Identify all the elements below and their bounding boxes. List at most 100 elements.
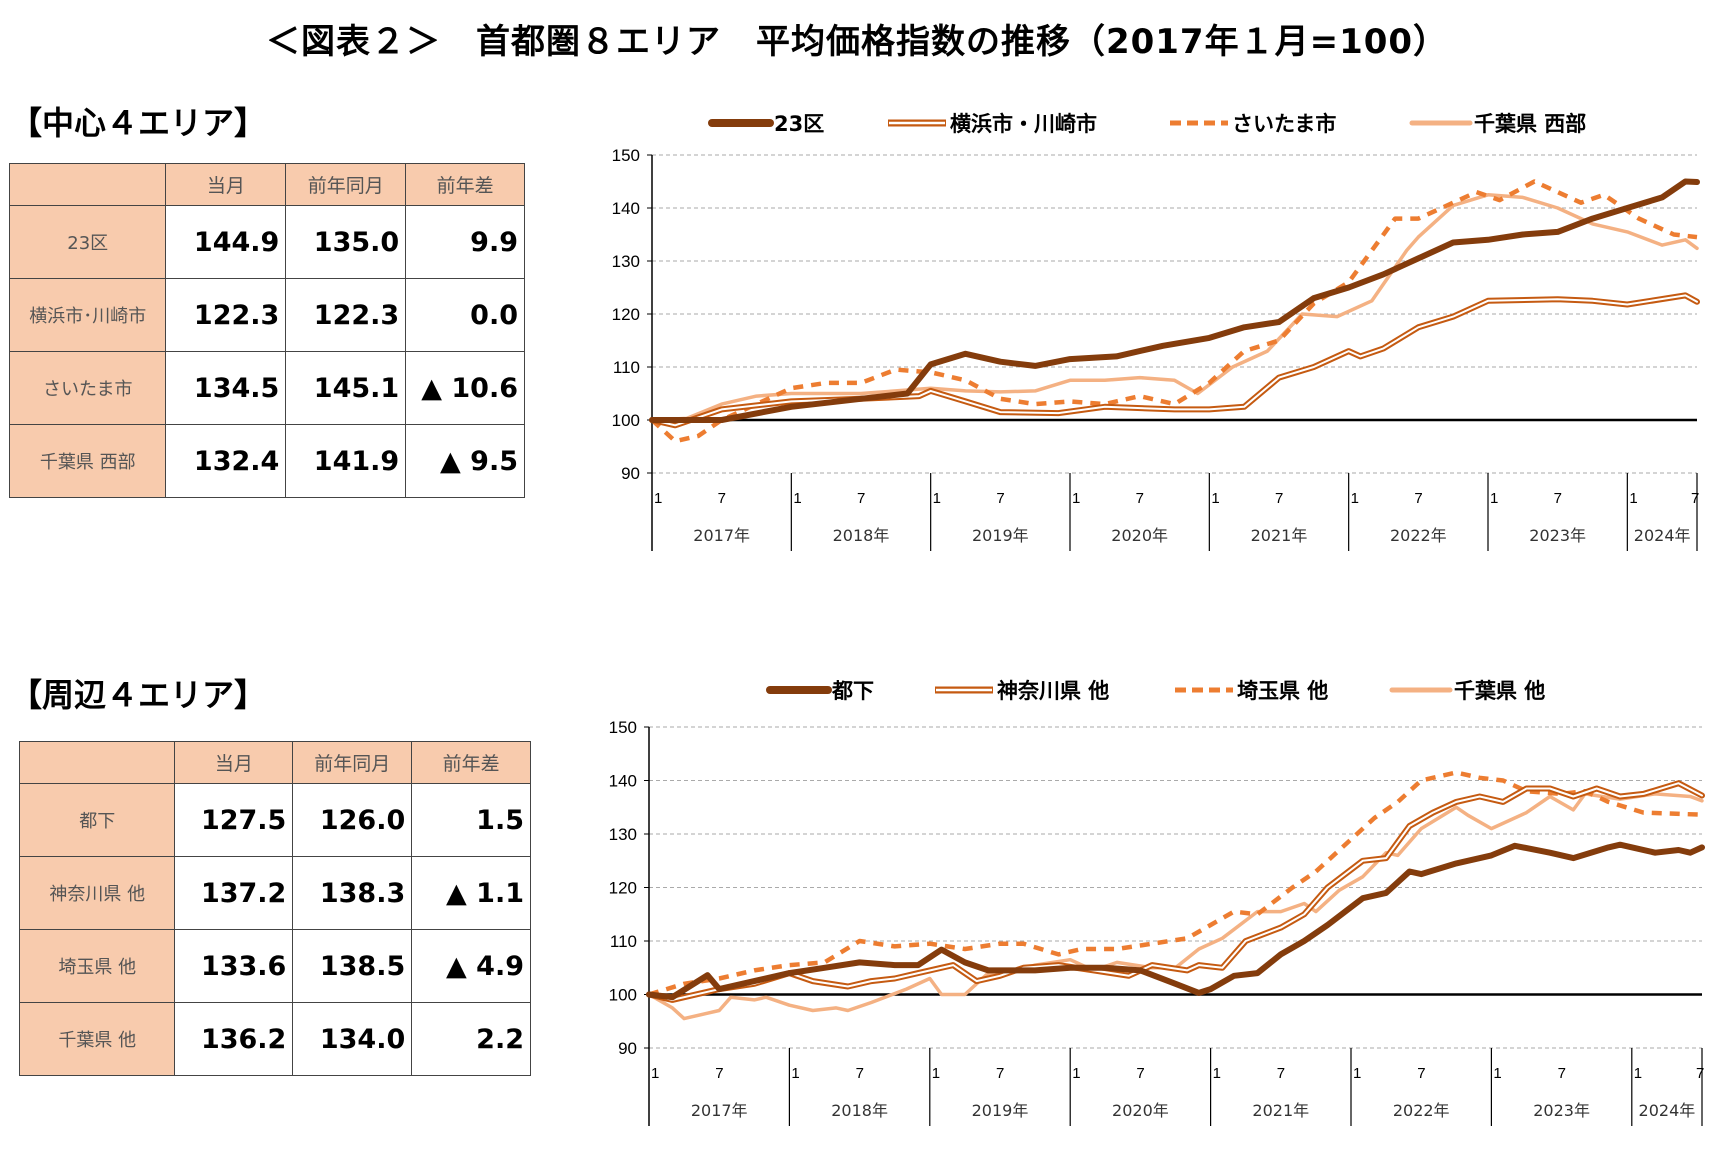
month-tick-label: 7 bbox=[1136, 490, 1144, 507]
month-tick-label: 1 bbox=[932, 1065, 940, 1082]
month-tick-label: 1 bbox=[1072, 1065, 1080, 1082]
diff-value: 0.0 bbox=[405, 278, 525, 352]
y-tick-label: 100 bbox=[609, 986, 637, 1005]
month-tick-label: 7 bbox=[1558, 1065, 1566, 1082]
series-line-埼玉県 他 bbox=[648, 770, 1703, 997]
diff-value: 2.2 bbox=[411, 1002, 531, 1076]
table-row: 都下 127.5 126.0 1.5 bbox=[18, 783, 531, 857]
current-value: 144.9 bbox=[165, 205, 287, 279]
year-label: 2018年 bbox=[833, 526, 890, 545]
year-label: 2019年 bbox=[972, 1101, 1029, 1120]
row-label: 横浜市･川崎市 bbox=[8, 278, 167, 352]
series-line-神奈川県 他-inner bbox=[648, 782, 1703, 1001]
year-label: 2024年 bbox=[1639, 1101, 1696, 1120]
y-tick-label: 140 bbox=[612, 199, 640, 218]
current-value: 132.4 bbox=[165, 424, 287, 498]
header-cell bbox=[18, 741, 176, 784]
month-tick-label: 1 bbox=[1351, 490, 1359, 507]
current-value: 127.5 bbox=[174, 783, 294, 857]
table-row: 千葉県 他 136.2 134.0 2.2 bbox=[18, 1002, 531, 1076]
legend-label: 千葉県 他 bbox=[1454, 679, 1545, 703]
y-tick-label: 140 bbox=[609, 772, 637, 791]
row-label: 神奈川県 他 bbox=[18, 856, 176, 930]
month-tick-label: 1 bbox=[1634, 1065, 1642, 1082]
y-tick-label: 110 bbox=[613, 358, 640, 377]
year-label: 2021年 bbox=[1251, 526, 1308, 545]
year-label: 2024年 bbox=[1634, 526, 1691, 545]
legend-label: 埼玉県 他 bbox=[1237, 679, 1328, 703]
month-tick-label: 7 bbox=[856, 1065, 864, 1082]
y-tick-label: 100 bbox=[612, 411, 640, 430]
month-tick-label: 1 bbox=[1493, 1065, 1501, 1082]
line-chart-0: 90 100 110 120 130 140 150 1 7 2017年 1 7 2018年 1 7 2019… bbox=[612, 112, 1700, 551]
month-tick-label: 1 bbox=[1072, 490, 1080, 507]
current-value: 136.2 bbox=[174, 1002, 294, 1076]
diff-value: ▲ 1.1 bbox=[411, 856, 531, 930]
diff-value: ▲ 10.6 bbox=[405, 351, 525, 425]
month-tick-label: 1 bbox=[1353, 1065, 1361, 1082]
header-cell bbox=[8, 163, 167, 206]
month-tick-label: 1 bbox=[1211, 490, 1219, 507]
page-title: ＜図表２＞ 首都圏８エリア 平均価格指数の推移（2017年１月=100） bbox=[265, 22, 1449, 62]
month-tick-label: 1 bbox=[1490, 490, 1498, 507]
line-chart-1: 90 100 110 120 130 140 150 1 7 2017年 1 7 2018年 1 7 2019… bbox=[609, 679, 1705, 1126]
section-title-surrounding: 【周辺４エリア】 bbox=[10, 676, 267, 714]
current-value: 122.3 bbox=[165, 278, 287, 352]
table-row: 神奈川県 他 137.2 138.3 ▲ 1.1 bbox=[18, 856, 531, 930]
month-tick-label: 7 bbox=[996, 1065, 1004, 1082]
month-tick-label: 1 bbox=[793, 490, 801, 507]
prev-year-value: 134.0 bbox=[292, 1002, 413, 1076]
month-tick-label: 7 bbox=[857, 490, 865, 507]
header-cell: 前年差 bbox=[411, 741, 531, 784]
y-tick-label: 130 bbox=[609, 825, 637, 844]
series-line-千葉県 西部 bbox=[650, 193, 1699, 422]
legend-label: さいたま市 bbox=[1232, 112, 1336, 136]
series-line-さいたま市 bbox=[650, 179, 1698, 444]
y-tick-label: 90 bbox=[621, 464, 640, 483]
year-label: 2023年 bbox=[1533, 1101, 1590, 1120]
table-row: 千葉県 西部 132.4 141.9 ▲ 9.5 bbox=[8, 424, 525, 498]
year-label: 2020年 bbox=[1111, 526, 1168, 545]
year-label: 2017年 bbox=[693, 526, 750, 545]
month-tick-label: 1 bbox=[1213, 1065, 1221, 1082]
month-tick-label: 7 bbox=[1136, 1065, 1144, 1082]
row-label: 埼玉県 他 bbox=[18, 929, 176, 1003]
table-header: 当月 前年同月 前年差 bbox=[18, 741, 531, 784]
series-line-23区 bbox=[649, 178, 1700, 423]
row-label: 千葉県 西部 bbox=[8, 424, 167, 498]
prev-year-value: 122.3 bbox=[285, 278, 407, 352]
legend-label: 横浜市・川崎市 bbox=[950, 112, 1097, 136]
prev-year-value: 141.9 bbox=[285, 424, 407, 498]
month-tick-label: 1 bbox=[654, 490, 662, 507]
table-row: 横浜市･川崎市 122.3 122.3 0.0 bbox=[8, 278, 525, 352]
diff-value: ▲ 9.5 bbox=[405, 424, 525, 498]
month-tick-label: 1 bbox=[791, 1065, 799, 1082]
table-row: 23区 144.9 135.0 9.9 bbox=[8, 205, 525, 279]
month-tick-label: 7 bbox=[1277, 1065, 1285, 1082]
y-tick-label: 120 bbox=[612, 305, 640, 324]
month-tick-label: 1 bbox=[933, 490, 941, 507]
month-tick-label: 1 bbox=[651, 1065, 659, 1082]
header-cell: 前年同月 bbox=[285, 163, 407, 206]
central-table: 当月 前年同月 前年差 23区 144.9 135.0 9.9 横浜市･川崎市 122.3 1… bbox=[8, 163, 525, 498]
prev-year-value: 135.0 bbox=[285, 205, 407, 279]
table-header: 当月 前年同月 前年差 bbox=[8, 163, 525, 206]
year-label: 2020年 bbox=[1112, 1101, 1169, 1120]
year-label: 2017年 bbox=[691, 1101, 748, 1120]
month-tick-label: 7 bbox=[996, 490, 1004, 507]
month-tick-label: 7 bbox=[1275, 490, 1283, 507]
y-tick-label: 150 bbox=[612, 146, 640, 165]
month-tick-label: 7 bbox=[1696, 1065, 1704, 1082]
diff-value: ▲ 4.9 bbox=[411, 929, 531, 1003]
y-tick-label: 90 bbox=[618, 1039, 637, 1058]
year-label: 2023年 bbox=[1529, 526, 1586, 545]
y-tick-label: 150 bbox=[609, 718, 637, 737]
legend-label: 神奈川県 他 bbox=[997, 679, 1109, 703]
header-cell: 当月 bbox=[174, 741, 294, 784]
series-line-神奈川県 他 bbox=[646, 780, 1705, 1003]
current-value: 134.5 bbox=[165, 351, 287, 425]
legend-label: 23区 bbox=[774, 112, 824, 136]
year-label: 2022年 bbox=[1390, 526, 1447, 545]
year-label: 2019年 bbox=[972, 526, 1029, 545]
